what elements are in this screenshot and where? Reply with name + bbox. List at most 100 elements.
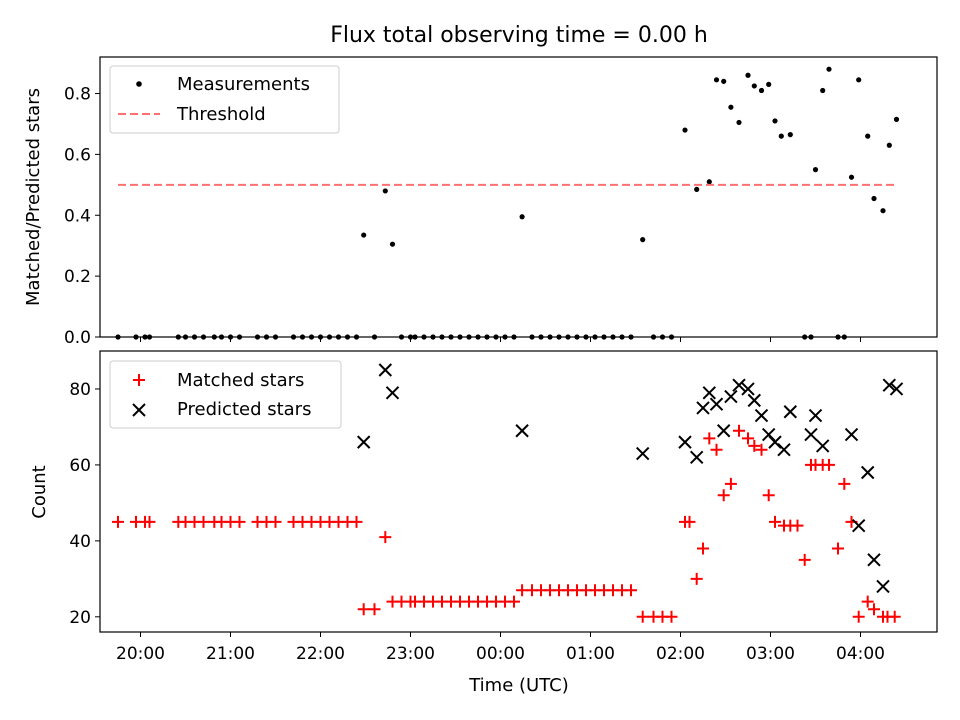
predicted-star-point [747, 393, 762, 408]
matched-stars-legend-label: Matched stars [177, 370, 304, 391]
predicted-star-point [356, 435, 371, 449]
measurement-point [886, 142, 892, 148]
matched-star-point [625, 584, 637, 597]
measurement-point [772, 118, 778, 124]
predicted-star-point [709, 397, 724, 411]
count-y-ticks: 20 40 60 80 [69, 380, 100, 628]
measurement-point [721, 78, 727, 84]
measurement-point [856, 77, 862, 83]
measurement-point [871, 195, 877, 202]
matched-star-point [683, 515, 696, 528]
count-y-tick-label: 60 [69, 456, 91, 476]
count-legend-box [109, 360, 342, 429]
measurement-point [848, 174, 855, 180]
measurement-point [519, 214, 525, 220]
predicted-star-point [696, 401, 710, 415]
x-tick-label: 02:00 [656, 644, 705, 664]
measurement-point [728, 104, 734, 110]
matched-star-point [368, 603, 381, 616]
predicted-star-point [635, 446, 650, 461]
predicted-star-point [716, 424, 731, 438]
measurement-point [778, 133, 784, 139]
measurement-point [713, 77, 720, 83]
measurement-point [865, 133, 871, 139]
matched-star-point [357, 603, 370, 616]
count-legend: Matched stars Predicted stars [109, 360, 342, 429]
x-axis-label: Time (UTC) [468, 675, 569, 696]
count-y-tick-label: 40 [69, 532, 91, 552]
predicted-star-point [378, 363, 393, 377]
measurement-point [389, 241, 396, 247]
predicted-star-point [678, 435, 692, 449]
matched-star-point [823, 458, 835, 471]
measurement-point [820, 87, 826, 94]
threshold-legend-label: Threshold [176, 104, 266, 125]
matched-star-point [508, 595, 520, 608]
ratio-axes-frame [99, 56, 938, 338]
measurements-legend-marker [136, 81, 142, 87]
predicted-star-point [882, 378, 897, 392]
predicted-stars-legend-label: Predicted stars [177, 399, 311, 420]
x-tick-label: 20:00 [116, 644, 165, 664]
predicted-star-point [783, 405, 798, 419]
matched-star-point [197, 515, 210, 528]
count-axes-frame [99, 350, 938, 633]
measurement-point [812, 167, 819, 173]
predicted-star-point [732, 378, 746, 392]
predicted-star-point [867, 553, 881, 567]
matched-star-point [755, 443, 768, 456]
matched-star-point [888, 610, 901, 623]
figure-title: Flux total observing time = 0.00 h [330, 23, 708, 48]
predicted-star-point [876, 579, 890, 594]
measurement-point [893, 116, 900, 122]
matched-star-point [838, 477, 851, 490]
matched-star-point [861, 595, 874, 608]
matched-star-point [717, 489, 730, 502]
matched-star-point [112, 515, 124, 528]
count-y-axis-label: Count [29, 465, 50, 518]
measurements-legend-label: Measurements [177, 74, 310, 95]
predicted-star-point [515, 424, 529, 438]
predicted-star-point [777, 443, 791, 457]
predicted-star-point [741, 382, 755, 396]
matched-stars-legend-marker [133, 374, 145, 386]
predicted-star-point [808, 408, 823, 423]
measurement-point [766, 81, 772, 87]
ratio-y-tick-label: 0.2 [64, 267, 91, 287]
ratio-legend: Measurements Threshold [109, 65, 340, 134]
matched-star-point [143, 515, 156, 528]
matched-star-point [703, 432, 716, 445]
matched-star-point [832, 542, 844, 555]
matched-star-point [233, 515, 246, 528]
matched-star-point [868, 603, 880, 616]
count-panel: 20 40 60 80 20:00 21:00 22:00 23:00 00:00 01:00 0… [29, 350, 938, 696]
measurement-point [682, 127, 688, 133]
ratio-panel: 0.00.20.40.60.8 Matched/Predicted stars … [23, 56, 938, 348]
count-marks-layer [112, 363, 904, 623]
x-tick-label: 01:00 [566, 644, 615, 664]
matched-star-point [636, 610, 649, 623]
matched-star-point [791, 519, 804, 532]
ratio-y-tick-label: 0.6 [64, 145, 91, 165]
ratio-legend-box [109, 65, 340, 134]
matched-star-point [762, 489, 775, 502]
measurement-point [787, 132, 793, 138]
predicted-star-point [754, 408, 769, 423]
predicted-star-point [815, 439, 830, 453]
matched-star-point [710, 443, 723, 456]
measurement-point [640, 237, 646, 243]
ratio-y-tick-label: 0.8 [64, 85, 91, 105]
x-tick-label: 21:00 [206, 644, 255, 664]
x-tick-label: 00:00 [476, 644, 525, 664]
matched-star-point [269, 515, 282, 528]
matched-star-point [852, 610, 865, 623]
predicted-star-point [860, 465, 875, 480]
measurement-point [826, 66, 832, 72]
measurement-point [751, 83, 757, 89]
predicted-star-point [889, 382, 904, 396]
x-tick-label: 22:00 [296, 644, 345, 664]
matched-star-point [748, 439, 761, 452]
measurement-point [736, 119, 742, 126]
x-tick-label: 04:00 [836, 644, 885, 664]
